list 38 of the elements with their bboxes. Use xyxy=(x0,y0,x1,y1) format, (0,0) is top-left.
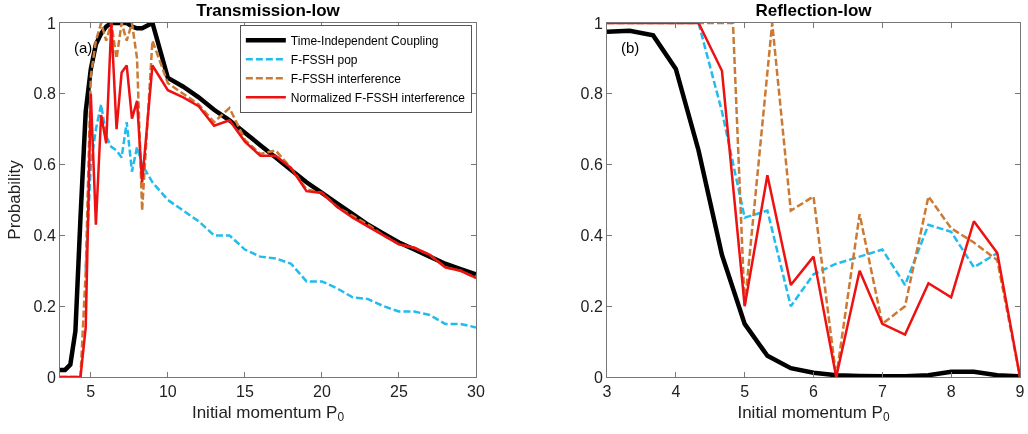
x-tick-label: 30 xyxy=(467,383,485,401)
chart-title: Reflection-low xyxy=(755,0,873,20)
x-tick-label: 9 xyxy=(1015,383,1025,401)
y-tick-label: 1 xyxy=(593,14,603,32)
y-tick-label: 0.4 xyxy=(33,227,56,244)
annotation: (a) xyxy=(74,39,93,56)
y-tick-label: 0 xyxy=(593,368,603,386)
y-tick-label: 1 xyxy=(46,14,56,32)
y-tick-label: 0.2 xyxy=(33,297,56,315)
x-tick-label: 3 xyxy=(602,383,612,401)
legend-label: Time-Independent Coupling xyxy=(290,33,439,48)
x-tick-label: 4 xyxy=(671,383,681,401)
chart-title: Transmission-low xyxy=(196,0,341,20)
x-tick-label: 15 xyxy=(235,383,254,401)
legend-label: Normalized F-FSSH interference xyxy=(290,90,466,105)
line-series xyxy=(697,23,999,308)
x-tick-label: 10 xyxy=(158,383,177,401)
y-tick-label: 0.6 xyxy=(33,156,56,174)
x-tick-label: 6 xyxy=(809,383,819,401)
legend-label: F-FSSH pop xyxy=(290,52,358,67)
x-axis-title: Initial momentum P$_{0}$ xyxy=(191,402,345,425)
y-tick-label: 0.8 xyxy=(33,85,56,103)
x-tick-label: 20 xyxy=(313,383,331,401)
y-tick-label: 0 xyxy=(46,368,56,386)
x-tick-label: 25 xyxy=(390,383,408,401)
x-tick-label: 5 xyxy=(740,383,750,401)
annotation: (b) xyxy=(621,39,640,56)
x-tick-label: 8 xyxy=(946,383,956,401)
y-tick-label: 0.8 xyxy=(580,85,603,103)
y-axis-title: Probability xyxy=(5,159,25,240)
y-tick-label: 0.4 xyxy=(580,227,603,244)
y-tick-label: 0.2 xyxy=(580,297,603,315)
x-tick-label: 5 xyxy=(86,383,96,401)
legend-label: F-FSSH interference xyxy=(290,71,402,86)
y-tick-label: 0.6 xyxy=(580,156,603,174)
x-tick-label: 7 xyxy=(877,383,887,401)
line-series xyxy=(84,103,476,329)
x-axis-title: Initial momentum P$_{0}$ xyxy=(737,402,890,425)
